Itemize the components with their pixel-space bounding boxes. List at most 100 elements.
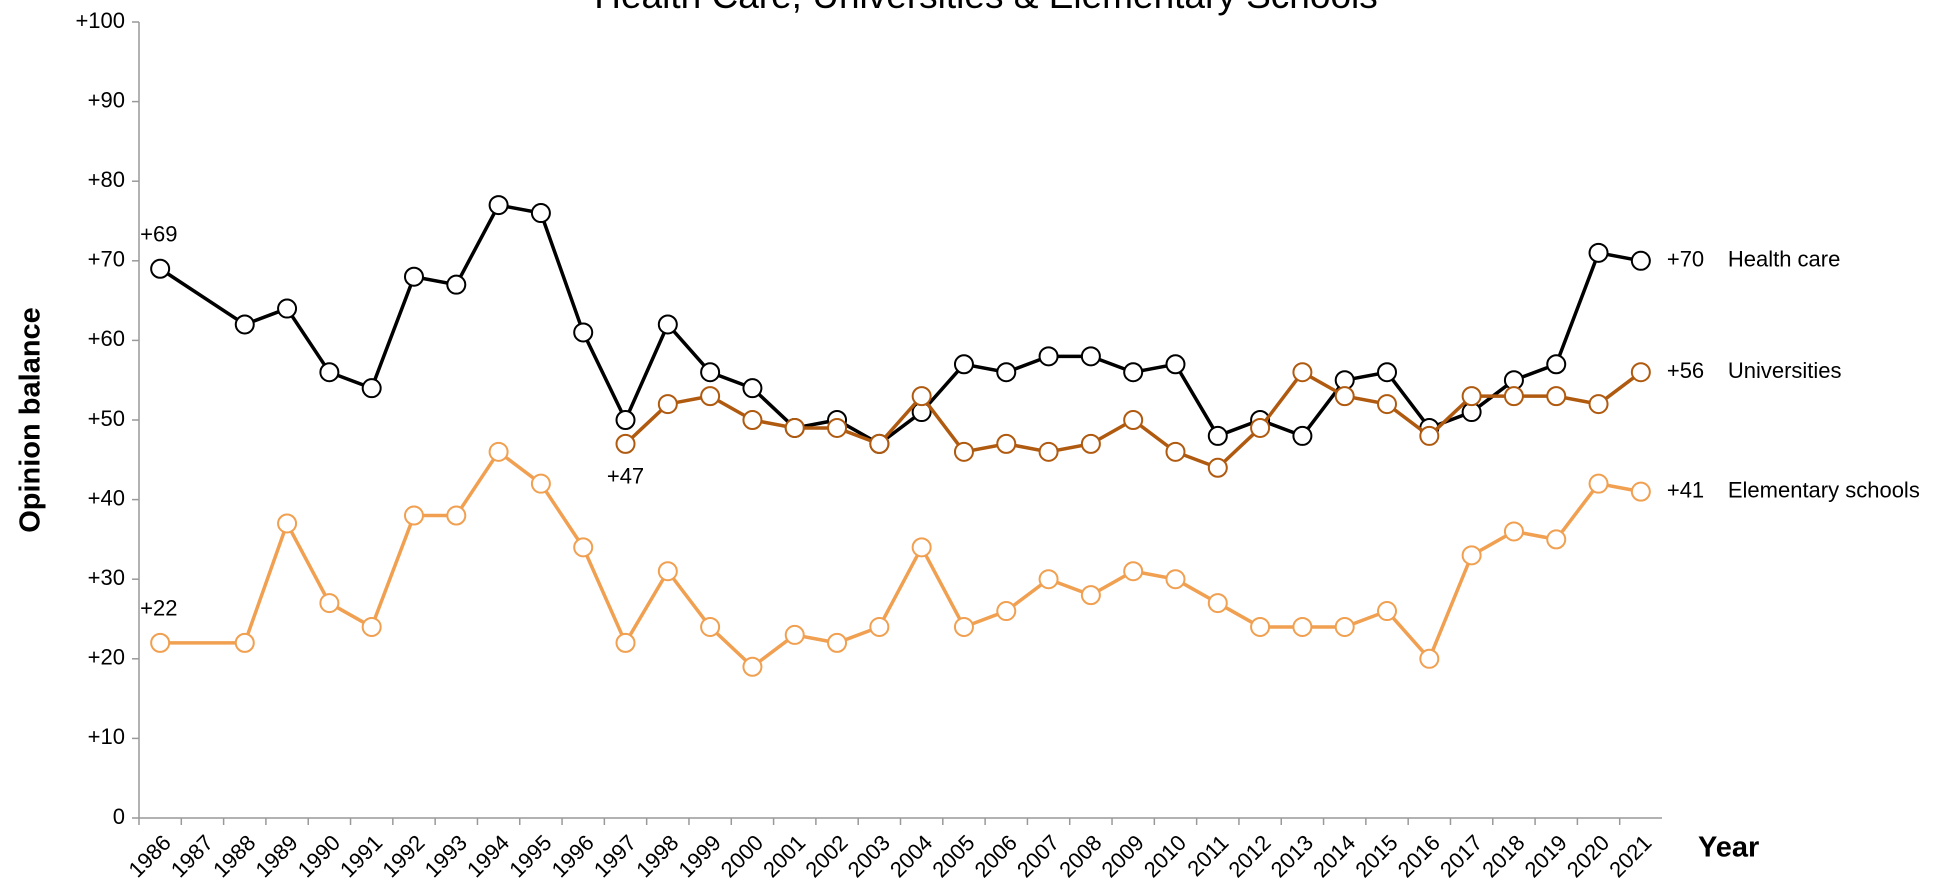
data-point	[1038, 569, 1059, 590]
data-point	[1588, 394, 1609, 415]
data-point	[1038, 441, 1059, 462]
data-point	[573, 537, 594, 558]
data-label: +69	[140, 222, 177, 247]
data-point	[1292, 362, 1313, 383]
legend-label: Universities	[1728, 358, 1842, 383]
data-point	[1207, 457, 1228, 478]
x-tick-label: 1996	[547, 830, 599, 882]
x-tick-label: 2010	[1139, 830, 1191, 882]
data-point	[742, 656, 763, 677]
x-tick-label: 2011	[1182, 830, 1233, 881]
data-point	[1080, 433, 1101, 454]
data-point	[657, 314, 678, 335]
x-tick-label: 1987	[166, 830, 218, 882]
data-point	[784, 624, 805, 645]
data-point	[1207, 425, 1228, 446]
y-tick-label: +90	[88, 87, 125, 112]
data-point	[953, 616, 974, 637]
data-point	[234, 314, 255, 335]
x-tick-label: 2019	[1520, 830, 1572, 882]
x-tick-label: 1992	[377, 830, 429, 882]
x-tick-label: 2005	[927, 830, 979, 882]
data-point	[1123, 410, 1144, 430]
x-tick-label: 1989	[250, 830, 302, 882]
y-axis-label: Opinion balance	[15, 307, 47, 533]
data-label: +70	[1667, 247, 1704, 272]
data-point	[488, 441, 509, 462]
x-tick-label: 1993	[420, 830, 472, 882]
x-tick-label: 2008	[1054, 830, 1106, 882]
x-tick-label: 2003	[843, 830, 895, 882]
data-point	[911, 537, 932, 558]
data-point	[1377, 601, 1398, 622]
data-point	[1250, 417, 1271, 438]
x-tick-label: 1997	[589, 830, 641, 882]
y-tick-label: +50	[88, 406, 125, 431]
legend-label: Health care	[1728, 247, 1841, 272]
data-point	[742, 410, 763, 430]
series-line	[159, 203, 1642, 446]
data-point	[996, 433, 1017, 454]
data-point	[1461, 545, 1482, 566]
x-tick-label: 2021	[1604, 830, 1656, 882]
data-point	[827, 417, 848, 438]
data-point	[742, 378, 763, 399]
data-point	[277, 513, 298, 534]
x-axis-label: Year	[1698, 832, 1759, 864]
data-point	[488, 195, 509, 216]
x-tick-label: 2013	[1266, 830, 1318, 882]
data-point	[530, 473, 551, 494]
data-label: +56	[1667, 358, 1704, 383]
data-point	[1080, 585, 1101, 606]
data-point	[1080, 346, 1101, 367]
data-point	[1038, 346, 1059, 367]
data-point	[1207, 593, 1228, 614]
chart-title: Health Care, Universities & Elementary S…	[594, 0, 1378, 16]
data-point	[996, 601, 1017, 622]
x-tick-label: 1995	[504, 830, 556, 882]
data-point	[700, 616, 721, 637]
data-point	[1630, 362, 1651, 383]
x-tick-label: 1994	[462, 830, 514, 882]
x-tick-label: 1998	[631, 830, 683, 882]
data-point	[1546, 354, 1567, 375]
data-point	[869, 616, 890, 637]
data-point	[953, 441, 974, 462]
data-point	[1503, 386, 1524, 407]
data-point	[869, 433, 890, 454]
data-label: +22	[140, 596, 177, 621]
data-point	[1165, 569, 1186, 590]
x-tick-label: 2015	[1350, 830, 1402, 882]
data-point	[319, 362, 340, 383]
x-tick-label: 1991	[335, 830, 387, 882]
data-point	[1588, 473, 1609, 494]
data-point	[573, 322, 594, 343]
data-point	[615, 410, 636, 430]
data-point	[150, 632, 171, 653]
data-point	[150, 258, 171, 279]
y-tick-label: +30	[88, 565, 125, 590]
y-tick-label: +70	[88, 247, 125, 272]
data-point	[403, 505, 424, 526]
data-point	[1334, 386, 1355, 407]
x-tick-label: 2016	[1393, 830, 1445, 882]
x-tick-label: 2006	[970, 830, 1022, 882]
data-point	[234, 632, 255, 653]
data-label: +41	[1667, 477, 1704, 502]
legend-label: Elementary schools	[1728, 477, 1920, 502]
data-point	[1546, 529, 1567, 550]
data-point	[1165, 354, 1186, 375]
data-point	[446, 505, 467, 526]
x-tick-label: 2017	[1435, 830, 1487, 882]
data-point	[1123, 362, 1144, 383]
data-point	[996, 362, 1017, 383]
data-point	[403, 266, 424, 287]
x-tick-label: 1999	[673, 830, 725, 882]
data-point	[1292, 425, 1313, 446]
y-tick-label: +10	[88, 724, 125, 749]
x-tick-label: 2012	[1223, 830, 1275, 882]
x-tick-label: 2014	[1308, 830, 1360, 882]
data-point	[615, 632, 636, 653]
y-tick-label: +80	[88, 167, 125, 192]
